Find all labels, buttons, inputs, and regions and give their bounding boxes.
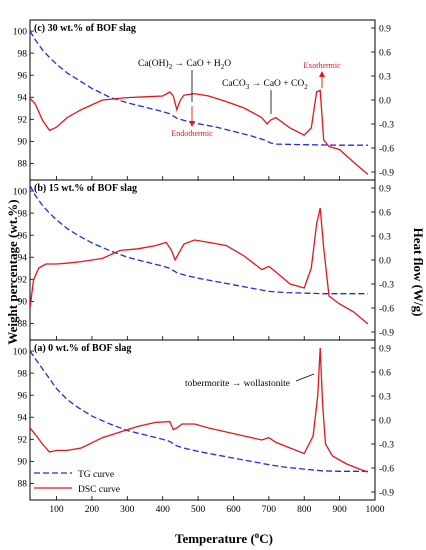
y-left-tick-label: 90	[18, 458, 28, 468]
legend-tg-label: TG curve	[78, 470, 114, 480]
panel-frame	[29, 19, 376, 181]
endothermic-arrowhead	[189, 121, 195, 127]
y-left-tick-label: 90	[18, 298, 28, 308]
y-left-tick-label: 90	[18, 138, 28, 148]
y-right-tick-label: -0.6	[379, 304, 394, 314]
x-tick-label: 900	[332, 505, 347, 515]
y-right-tick-label: 0.6	[379, 208, 391, 218]
y-right-tick-label: -0.3	[379, 120, 394, 130]
x-tick-label: 100	[49, 505, 64, 515]
y-right-tick-label: 0.9	[379, 344, 391, 354]
tg-curve	[30, 350, 368, 472]
y-right-tick-label: -0.3	[379, 280, 394, 290]
y-left-tick-label: 96	[18, 71, 28, 81]
annotation-reaction-1: Ca(OH)2 → CaO + H2O	[138, 58, 231, 71]
x-tick-label: 1000	[366, 505, 385, 515]
y-left-tick-label: 100	[13, 27, 28, 37]
legend: TG curve DSC curve	[34, 470, 120, 495]
y-right-tick-label: 0.3	[379, 392, 391, 402]
y-right-tick-label: 0.9	[379, 24, 391, 34]
y-right-tick-label: -0.9	[379, 488, 394, 498]
dsc-curve	[30, 89, 369, 175]
panel-frame	[29, 179, 376, 341]
y-right-tick-label: 0.0	[379, 96, 391, 106]
y-right-tick-label: -0.9	[379, 328, 394, 338]
y-axis-right-title: Heat flow (W/g)	[411, 228, 426, 317]
panel-title: (b) 15 wt.% of BOF slag	[34, 183, 137, 194]
dsc-curve	[30, 347, 369, 473]
legend-dsc-label: DSC curve	[78, 485, 120, 495]
y-right-tick-label: -0.6	[379, 144, 394, 154]
y-left-tick-label: 98	[18, 49, 28, 59]
y-left-tick-label: 98	[18, 369, 28, 379]
exothermic-arrowhead	[319, 71, 325, 77]
panel-title: (c) 30 wt.% of BOF slag	[34, 23, 136, 34]
x-axis-title: Temperature (oC)	[175, 530, 273, 546]
y-left-tick-label: 96	[18, 231, 28, 241]
x-tick-label: 300	[120, 505, 135, 515]
panel-title: (a) 0 wt.% of BOF slag	[34, 343, 131, 354]
x-tick-label: 500	[191, 505, 206, 515]
annotation-leader-transition	[295, 373, 315, 382]
y-right-tick-label: 0.3	[379, 232, 391, 242]
y-left-tick-label: 96	[18, 391, 28, 401]
panel-b: 88 90 92 94 96 98 100 -0.9 -0.6 -0.3 0.0 0.3 0.6 0.9 (…	[13, 179, 394, 341]
y-left-tick-label: 100	[13, 187, 28, 197]
annotation-reaction-2: CaCO3 → CaO + CO2	[222, 79, 308, 91]
y-left-tick-label: 100	[13, 347, 28, 357]
endothermic-label: Endothermic	[171, 129, 213, 138]
y-left-tick-label: 88	[18, 480, 28, 490]
y-right-tick-label: -0.3	[379, 440, 394, 450]
y-left-tick-label: 88	[18, 320, 28, 330]
panels-group: 88 90 92 94 96 98 100 -0.9 -0.6 -0.3 0.0 0.3 0.6 0.9 (…	[13, 19, 394, 515]
y-right-tick-label: 0.6	[379, 368, 391, 378]
y-left-tick-label: 92	[18, 276, 28, 286]
panel-c: 88 90 92 94 96 98 100 -0.9 -0.6 -0.3 0.0 0.3 0.6 0.9 (…	[13, 19, 394, 181]
y-right-tick-label: -0.6	[379, 464, 394, 474]
y-left-tick-label: 92	[18, 436, 28, 446]
x-tick-label: 200	[85, 505, 100, 515]
exothermic-label: Exothermic	[303, 61, 341, 70]
y-axis-left-title: Weight percentage (wt.%)	[5, 199, 20, 344]
tg-curve	[30, 185, 368, 295]
x-tick-label: 600	[226, 505, 241, 515]
x-tick-label: 400	[156, 505, 171, 515]
y-left-tick-label: 94	[18, 94, 28, 104]
y-left-tick-label: 88	[18, 160, 28, 170]
y-right-tick-label: 0.9	[379, 184, 391, 194]
y-right-tick-label: -0.9	[379, 168, 394, 178]
x-tick-label: 800	[297, 505, 312, 515]
panel-a: 88 90 92 94 96 98 100 -0.9 -0.6 -0.3 0.0 0.3 0.6 0.9 1…	[13, 339, 394, 515]
tg-curve	[30, 30, 368, 146]
y-left-tick-label: 94	[18, 254, 28, 264]
annotation-transition: tobermorite → wollastonite	[185, 379, 290, 389]
y-left-tick-label: 98	[18, 209, 28, 219]
x-tick-label: 700	[262, 505, 277, 515]
y-left-tick-label: 94	[18, 414, 28, 424]
y-left-tick-label: 92	[18, 116, 28, 126]
y-right-tick-label: 0.0	[379, 416, 391, 426]
y-right-tick-label: 0.3	[379, 72, 391, 82]
dsc-curve	[30, 207, 369, 325]
y-right-tick-label: 0.6	[379, 48, 391, 58]
y-right-tick-label: 0.0	[379, 256, 391, 266]
